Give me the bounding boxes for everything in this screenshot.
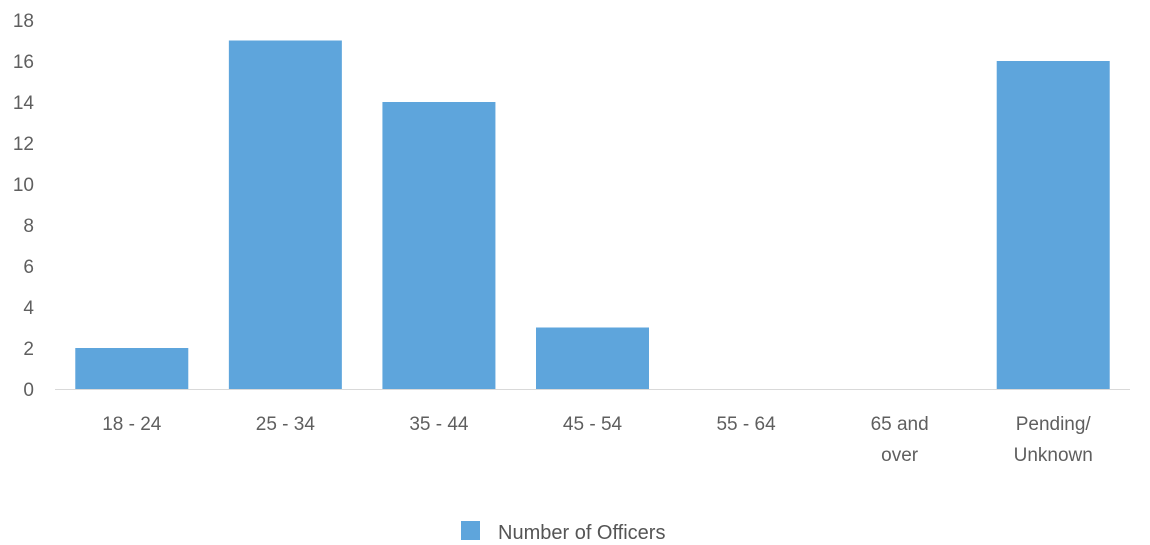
x-tick-label-line: over [881, 445, 919, 466]
x-tick-label: 65 and over [871, 414, 929, 466]
bars [75, 40, 1110, 390]
x-tick-label-line: 55 - 64 [716, 414, 776, 435]
y-axis-ticks: 0 2 4 6 8 10 12 14 16 18 [13, 11, 35, 401]
y-tick-label: 12 [13, 134, 34, 155]
y-tick-label: 2 [23, 339, 34, 360]
x-tick-label-line: 65 and [871, 414, 929, 435]
x-tick-label: 25 - 34 [256, 414, 316, 435]
bar[interactable] [382, 102, 496, 389]
y-tick-label: 18 [13, 11, 34, 32]
legend-swatch [461, 521, 480, 540]
x-tick-label: 55 - 64 [716, 414, 776, 435]
x-axis-labels: 18 - 24 25 - 34 35 - 44 45 - 54 55 - 64 65 an… [102, 414, 1093, 466]
y-tick-label: 14 [13, 93, 35, 114]
bar[interactable] [228, 40, 342, 390]
bar[interactable] [536, 327, 649, 390]
y-tick-label: 16 [13, 52, 34, 73]
bar[interactable] [996, 61, 1110, 389]
legend[interactable]: Number of Officers [461, 521, 665, 544]
y-tick-label: 8 [23, 216, 34, 237]
y-tick-label: 0 [23, 380, 34, 401]
x-tick-label-line: Pending/ [1016, 414, 1092, 435]
x-tick-label-line: 25 - 34 [256, 414, 316, 435]
x-tick-label-line: 45 - 54 [563, 414, 623, 435]
x-tick-label-line: 18 - 24 [102, 414, 162, 435]
bar[interactable] [75, 348, 189, 389]
x-tick-label-line: Unknown [1014, 445, 1093, 466]
x-tick-label-line: 35 - 44 [409, 414, 469, 435]
x-tick-label: 18 - 24 [102, 414, 162, 435]
x-tick-label: Pending/Unknown [1014, 414, 1093, 466]
x-tick-label: 35 - 44 [409, 414, 469, 435]
y-tick-label: 10 [13, 175, 34, 196]
x-tick-label: 45 - 54 [563, 414, 623, 435]
y-tick-label: 6 [23, 257, 34, 278]
legend-label: Number of Officers [498, 522, 665, 544]
y-tick-label: 4 [23, 298, 34, 319]
